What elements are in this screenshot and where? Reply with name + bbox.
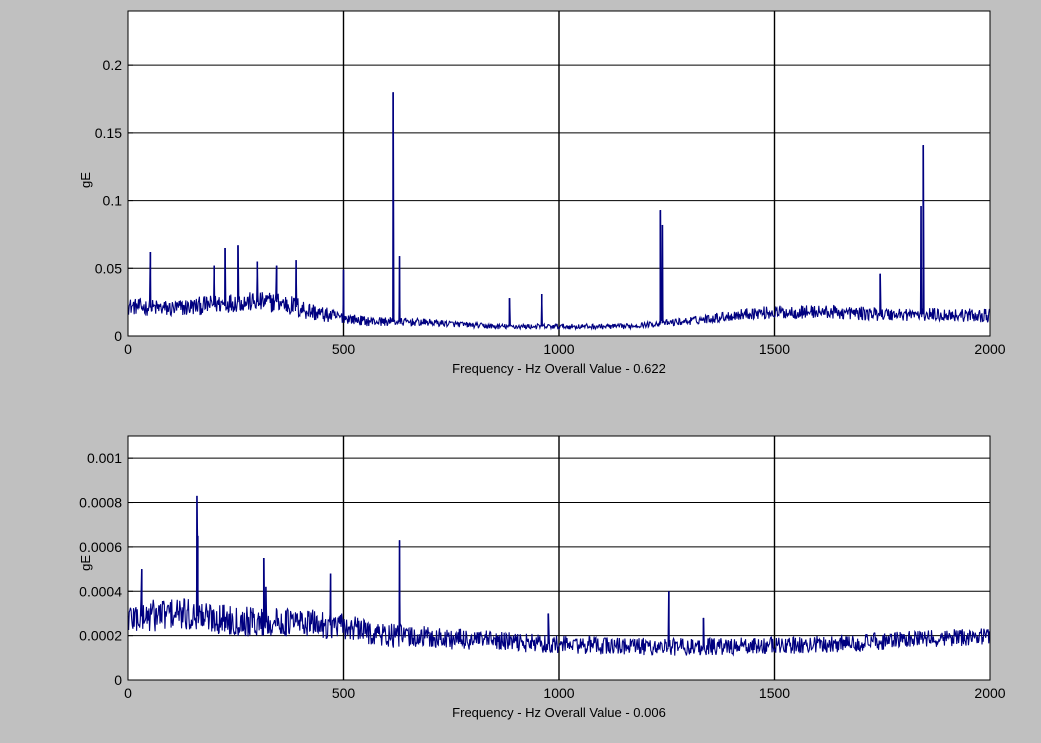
chart-2: 0 0.0002 0.0004 0.0006 0.0008 0.001 0 500 1000 15… (78, 435, 1006, 720)
x-tick-label: 1500 (759, 341, 790, 357)
y-tick-label: 0.2 (103, 57, 123, 73)
y-tick-label: 0 (114, 672, 122, 688)
x-tick-label: 0 (124, 341, 132, 357)
spectrum-trace (127, 92, 991, 332)
spectrum-trace (127, 495, 991, 657)
x-tick-label: 500 (332, 685, 356, 701)
chart-1: 0 0.05 0.1 0.15 0.2 0 500 1000 1500 2000 Frequency… (78, 10, 1006, 376)
x-tick-label: 1500 (759, 685, 790, 701)
y-tick-label: 0.05 (95, 260, 122, 276)
y-tick-label: 0.0002 (79, 628, 122, 644)
x-axis-label: Frequency - Hz Overall Value - 0.006 (452, 705, 666, 720)
x-tick-label: 0 (124, 685, 132, 701)
y-axis-label: gE (78, 172, 93, 188)
y-axis-label: gE (78, 555, 93, 571)
x-tick-label: 500 (332, 341, 356, 357)
x-tick-label: 2000 (974, 685, 1005, 701)
x-tick-label: 2000 (974, 341, 1005, 357)
y-tick-label: 0.1 (103, 193, 123, 209)
y-tick-label: 0.0006 (79, 539, 122, 555)
y-tick-label: 0 (114, 328, 122, 344)
x-axis-label: Frequency - Hz Overall Value - 0.622 (452, 361, 666, 376)
x-tick-label: 1000 (543, 685, 574, 701)
x-tick-label: 1000 (543, 341, 574, 357)
y-tick-label: 0.001 (87, 450, 122, 466)
y-tick-label: 0.15 (95, 125, 122, 141)
y-tick-label: 0.0004 (79, 583, 122, 599)
y-tick-label: 0.0008 (79, 495, 122, 511)
